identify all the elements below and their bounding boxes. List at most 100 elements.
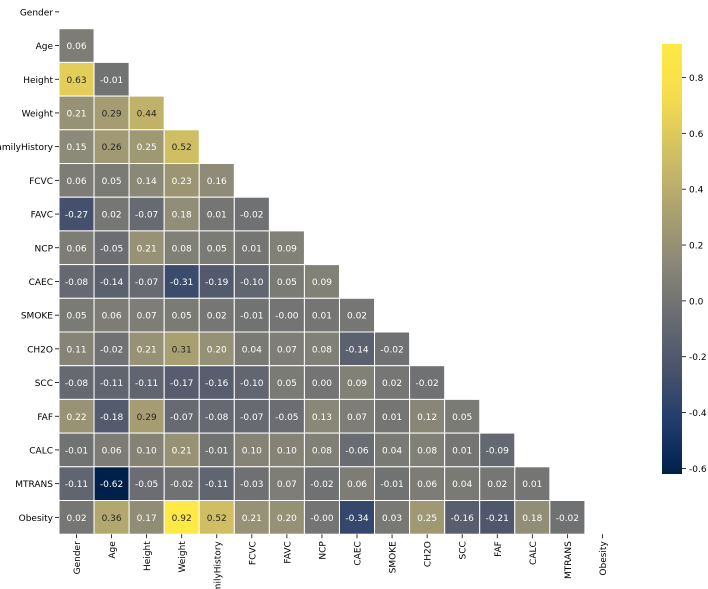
heatmap-cells [58,28,586,535]
x-tick-label: Height [143,541,153,571]
cell-value: -0.06 [345,446,369,456]
cell-value: 0.01 [382,413,402,423]
heatmap-cell [479,466,516,501]
cell-value: -0.05 [100,244,123,254]
cell-value: 0.18 [172,211,192,221]
heatmap-cell [58,61,95,97]
heatmap-cell [58,398,95,434]
y-tick-label: CAEC [29,278,53,288]
heatmap-cell [58,230,95,266]
cell-value: -0.07 [170,413,193,423]
cell-value: -0.11 [205,480,228,490]
cell-value: 0.06 [67,177,87,187]
y-tick-label: FAF [37,413,53,423]
cell-value: 0.10 [137,446,157,456]
cell-value: -0.09 [486,446,510,456]
heatmap-cell [233,230,270,266]
cell-value: -0.16 [205,379,229,389]
cell-value: 0.09 [312,278,332,288]
heatmap-cell [233,398,270,434]
cell-value: 0.01 [242,244,262,254]
x-tick-label: Obesity [599,541,609,576]
heatmap-cell [374,500,411,535]
y-tick-label: CALC [29,446,53,456]
x-tick-label: FAF [494,541,504,557]
heatmap-cell [444,466,481,501]
colorbar-tick-label: 0.0 [689,297,704,307]
cell-value: 0.22 [67,413,87,423]
cell-value: 0.21 [137,244,157,254]
heatmap-cell [409,432,446,468]
heatmap-cell [268,466,305,501]
colorbar-gradient [662,44,682,474]
heatmap-cell [93,331,130,367]
cell-value: 0.36 [102,514,122,524]
heatmap-cell [268,398,305,434]
cell-value: 0.01 [312,312,332,322]
heatmap-cell [58,297,95,333]
heatmap-cell [549,500,586,535]
x-tick-label: MTRANS [564,541,574,579]
heatmap-cell [128,398,165,434]
cell-value: -0.21 [486,514,509,524]
cell-value: -0.02 [170,480,193,490]
heatmap-cell [163,196,200,232]
cell-value: 0.05 [172,312,192,322]
heatmap-cell [198,331,235,367]
heatmap-cell [198,466,235,501]
heatmap-cell [93,398,130,434]
heatmap-cell [128,500,165,535]
cell-value: 0.29 [102,109,122,119]
x-tick-label: Age [108,541,118,559]
cell-value: 0.52 [207,514,227,524]
cell-value: 0.63 [67,76,87,86]
heatmap-cell [303,466,340,501]
cell-value: 0.00 [312,379,332,389]
cell-value: -0.02 [310,480,333,490]
cell-value: 0.25 [137,143,157,153]
heatmap-cell [58,331,95,367]
heatmap-cell [303,264,340,299]
cell-value: -0.01 [240,312,263,322]
colorbar-ticks: 0.8 0.6 0.4 0.2 0.0 -0.2 -0.4 -0.6 [682,74,707,475]
cell-value: 0.08 [312,446,332,456]
cell-value: -0.02 [100,345,123,355]
x-tick-label: Weight [178,541,188,573]
heatmap-cell [409,365,446,400]
colorbar: 0.8 0.6 0.4 0.2 0.0 -0.2 -0.4 -0.6 [662,44,707,475]
heatmap-cell [93,196,130,232]
heatmap-cell [338,432,376,468]
cell-value: 0.06 [417,480,437,490]
cell-value: 0.02 [67,514,87,524]
heatmap-cell [514,466,551,501]
cell-value: 0.07 [277,345,297,355]
x-tick-label: CAEC [354,541,364,565]
cell-value: 0.09 [347,379,367,389]
colorbar-tick-label: 0.2 [689,242,703,252]
x-tick-label: Gender [73,541,83,574]
cell-value: -0.01 [100,76,123,86]
cell-value: 0.01 [207,211,227,221]
x-tick-label: SCC [459,541,469,559]
cell-value: 0.02 [207,312,227,322]
y-tick-label: CH2O [27,345,53,355]
heatmap-cell [198,196,235,232]
heatmap-cell [374,331,411,367]
heatmap-cell [409,500,446,535]
cell-value: 0.15 [67,143,87,153]
cell-value: 0.06 [102,312,122,322]
cell-value: -0.01 [205,446,228,456]
cell-value: 0.44 [137,109,157,119]
cell-value: 0.14 [137,177,157,187]
x-axis: Gender Age Height Weight FamilyHistory FCVC FA… [73,534,609,589]
heatmap-cell [93,129,130,165]
y-tick-label: NCP [35,244,54,254]
cell-value: -0.27 [65,211,88,221]
cell-value: 0.18 [522,514,542,524]
cell-value: -0.11 [135,379,158,389]
cell-value: -0.05 [135,480,158,490]
cell-value: 0.31 [172,345,192,355]
y-tick-label: Weight [22,109,54,119]
cell-value: 0.25 [417,514,437,524]
cell-value: -0.07 [240,413,263,423]
